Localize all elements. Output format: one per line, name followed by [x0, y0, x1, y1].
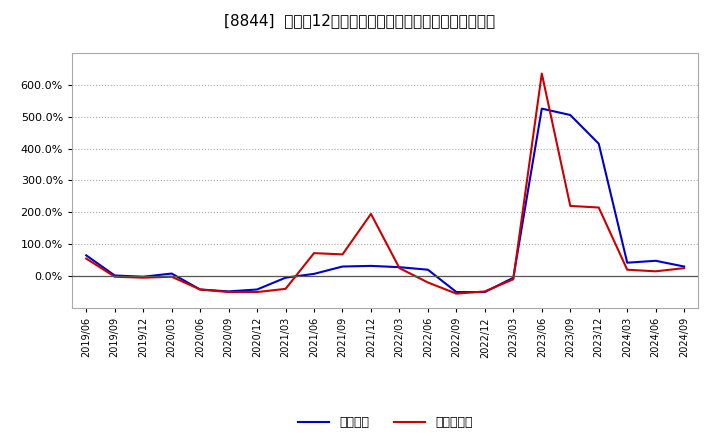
当期純利益: [139, 275, 148, 280]
当期純利益: [395, 265, 404, 271]
経常利益: [423, 267, 432, 272]
当期純利益: [537, 71, 546, 76]
経常利益: [652, 258, 660, 264]
当期純利益: [253, 290, 261, 295]
経常利益: [566, 112, 575, 117]
Text: [8844]  利益だ12か月移動合計の対前年同期増減率の推移: [8844] 利益だ12か月移動合計の対前年同期増減率の推移: [225, 13, 495, 28]
当期純利益: [623, 267, 631, 272]
当期純利益: [82, 256, 91, 261]
当期純利益: [423, 280, 432, 285]
Legend: 経常利益, 当期純利益: 経常利益, 当期純利益: [293, 411, 477, 434]
経常利益: [480, 290, 489, 295]
経常利益: [196, 287, 204, 292]
当期純利益: [680, 265, 688, 271]
Line: 当期純利益: 当期純利益: [86, 73, 684, 293]
当期純利益: [452, 291, 461, 296]
経常利益: [253, 287, 261, 292]
経常利益: [310, 271, 318, 276]
経常利益: [139, 274, 148, 279]
経常利益: [623, 260, 631, 265]
当期純利益: [225, 290, 233, 295]
当期純利益: [310, 250, 318, 256]
経常利益: [110, 273, 119, 278]
経常利益: [537, 106, 546, 111]
Line: 経常利益: 経常利益: [86, 109, 684, 292]
経常利益: [452, 290, 461, 295]
経常利益: [509, 275, 518, 280]
当期純利益: [595, 205, 603, 210]
当期純利益: [480, 289, 489, 294]
当期純利益: [282, 286, 290, 291]
当期純利益: [652, 269, 660, 274]
経常利益: [282, 275, 290, 280]
経常利益: [167, 271, 176, 276]
経常利益: [366, 263, 375, 268]
当期純利益: [509, 277, 518, 282]
当期純利益: [566, 203, 575, 209]
当期純利益: [338, 252, 347, 257]
経常利益: [338, 264, 347, 269]
経常利益: [595, 141, 603, 147]
当期純利益: [366, 211, 375, 216]
当期純利益: [167, 274, 176, 279]
経常利益: [680, 264, 688, 269]
経常利益: [82, 253, 91, 258]
当期純利益: [196, 287, 204, 292]
当期純利益: [110, 274, 119, 279]
経常利益: [225, 289, 233, 294]
経常利益: [395, 264, 404, 270]
